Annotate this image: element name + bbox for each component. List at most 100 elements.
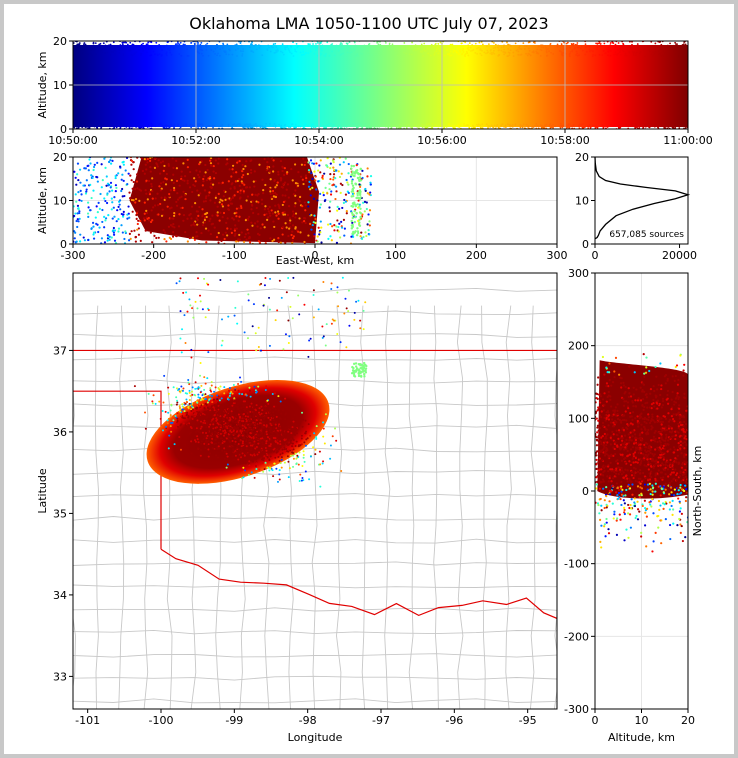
- source-point: [232, 195, 235, 198]
- source-point: [227, 204, 230, 207]
- source-point: [601, 45, 603, 48]
- source-point: [104, 217, 108, 220]
- source-point: [220, 344, 223, 347]
- source-point: [280, 466, 283, 469]
- source-point: [91, 54, 94, 57]
- source-point: [312, 126, 315, 129]
- source-point: [216, 446, 219, 449]
- source-point: [139, 239, 142, 243]
- source-point: [405, 123, 408, 126]
- source-point: [272, 43, 275, 46]
- source-point: [208, 398, 211, 401]
- source-point: [193, 184, 196, 188]
- source-point: [259, 455, 262, 458]
- source-point: [268, 170, 272, 173]
- source-point: [284, 48, 287, 51]
- source-point: [385, 123, 388, 126]
- source-point: [286, 44, 289, 47]
- source-point: [200, 425, 203, 428]
- source-point: [354, 216, 357, 219]
- source-point: [517, 53, 520, 56]
- source-point: [369, 175, 373, 178]
- source-point: [330, 322, 333, 325]
- source-point: [229, 402, 232, 405]
- source-point: [96, 180, 99, 183]
- source-point: [98, 124, 101, 127]
- source-point: [118, 49, 121, 52]
- source-point: [246, 218, 250, 221]
- source-point: [119, 165, 122, 168]
- source-point: [271, 423, 274, 426]
- source-point: [128, 232, 131, 235]
- source-point: [216, 214, 219, 217]
- source-point: [129, 41, 132, 44]
- source-point: [423, 42, 426, 45]
- source-point: [269, 50, 272, 53]
- source-point: [224, 411, 227, 414]
- source-point: [264, 408, 267, 411]
- source-point: [138, 199, 141, 202]
- source-point: [312, 123, 315, 126]
- source-point: [483, 51, 486, 54]
- source-point: [114, 184, 118, 187]
- source-point: [272, 195, 275, 198]
- source-point: [222, 430, 225, 433]
- source-point: [683, 420, 686, 423]
- source-point: [252, 436, 255, 439]
- source-point: [117, 227, 121, 230]
- source-point: [280, 296, 283, 299]
- source-point: [239, 205, 243, 208]
- source-point: [75, 54, 78, 57]
- source-point: [132, 48, 135, 51]
- source-point: [301, 411, 304, 414]
- source-point: [274, 392, 277, 395]
- source-point: [168, 236, 171, 239]
- source-point: [266, 447, 269, 450]
- source-point: [504, 124, 507, 127]
- source-point: [559, 125, 562, 128]
- source-point: [234, 44, 237, 47]
- source-point: [209, 217, 212, 220]
- source-point: [154, 53, 156, 56]
- source-point: [227, 396, 230, 399]
- source-point: [80, 193, 83, 196]
- source-point: [576, 43, 578, 46]
- source-point: [309, 188, 312, 191]
- source-point: [358, 224, 362, 227]
- source-point: [595, 451, 598, 454]
- source-point: [647, 453, 650, 456]
- x-tick-label: 11:00:00: [663, 134, 712, 147]
- source-point: [434, 42, 437, 45]
- source-point: [161, 48, 163, 51]
- y-tick-label: 10: [53, 195, 67, 208]
- source-point: [597, 461, 600, 464]
- source-point: [367, 46, 370, 49]
- source-point: [188, 186, 192, 189]
- source-point: [212, 170, 215, 173]
- plan-view-panel: -101 -100 -99 -98 -97 -96 -953334353637Latitud…: [36, 272, 558, 744]
- source-point: [340, 220, 343, 223]
- source-point: [322, 427, 325, 430]
- source-point: [227, 418, 230, 421]
- source-point: [107, 124, 109, 127]
- source-point: [111, 201, 114, 204]
- source-point: [350, 219, 353, 223]
- source-point: [329, 200, 332, 203]
- source-point: [111, 217, 114, 220]
- source-point: [678, 428, 682, 431]
- source-point: [317, 169, 320, 172]
- source-point: [560, 44, 563, 47]
- source-point: [485, 45, 488, 48]
- source-point: [200, 46, 202, 49]
- source-point: [190, 415, 193, 418]
- source-point: [524, 45, 526, 48]
- source-point: [248, 428, 251, 431]
- source-point: [671, 55, 674, 58]
- source-point: [359, 364, 362, 367]
- source-point: [292, 213, 295, 216]
- source-point: [648, 126, 650, 128]
- source-point: [266, 456, 269, 459]
- source-point: [231, 417, 234, 420]
- source-point: [249, 395, 252, 398]
- source-point: [169, 416, 172, 419]
